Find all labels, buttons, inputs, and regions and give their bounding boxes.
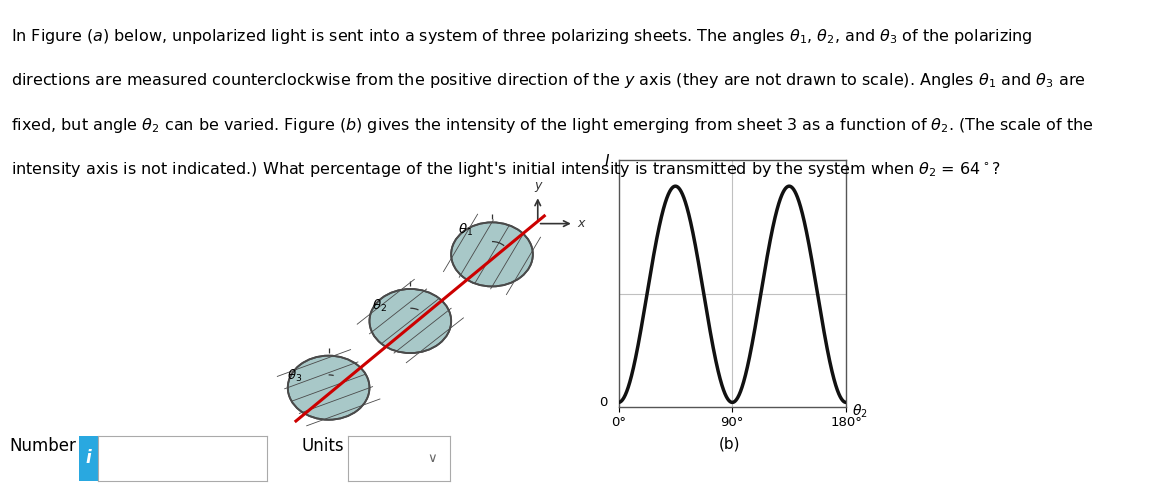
- Text: directions are measured counterclockwise from the positive direction of the $y$ : directions are measured counterclockwise…: [11, 71, 1085, 91]
- Text: y: y: [534, 178, 541, 192]
- Text: $\theta_3$: $\theta_3$: [287, 368, 302, 384]
- Text: (b): (b): [719, 436, 740, 451]
- Circle shape: [370, 289, 452, 353]
- Text: 0: 0: [599, 396, 607, 409]
- Text: intensity axis is not indicated.) What percentage of the light's initial intensi: intensity axis is not indicated.) What p…: [11, 160, 1000, 179]
- Circle shape: [288, 355, 370, 420]
- Text: i: i: [86, 450, 91, 467]
- Circle shape: [452, 222, 533, 286]
- Text: ∨: ∨: [427, 452, 436, 465]
- Text: Number: Number: [9, 437, 76, 455]
- Text: Units: Units: [301, 437, 344, 455]
- Text: $\theta_2$: $\theta_2$: [852, 402, 868, 420]
- Text: $\theta_2$: $\theta_2$: [372, 298, 386, 314]
- Text: I: I: [605, 154, 609, 169]
- Text: In Figure ($a$) below, unpolarized light is sent into a system of three polarizi: In Figure ($a$) below, unpolarized light…: [11, 27, 1033, 46]
- Text: $\theta_1$: $\theta_1$: [459, 222, 474, 238]
- Text: x: x: [576, 217, 585, 230]
- Text: (a): (a): [393, 442, 414, 457]
- Text: fixed, but angle $\theta_2$ can be varied. Figure ($b$) gives the intensity of t: fixed, but angle $\theta_2$ can be varie…: [11, 116, 1093, 135]
